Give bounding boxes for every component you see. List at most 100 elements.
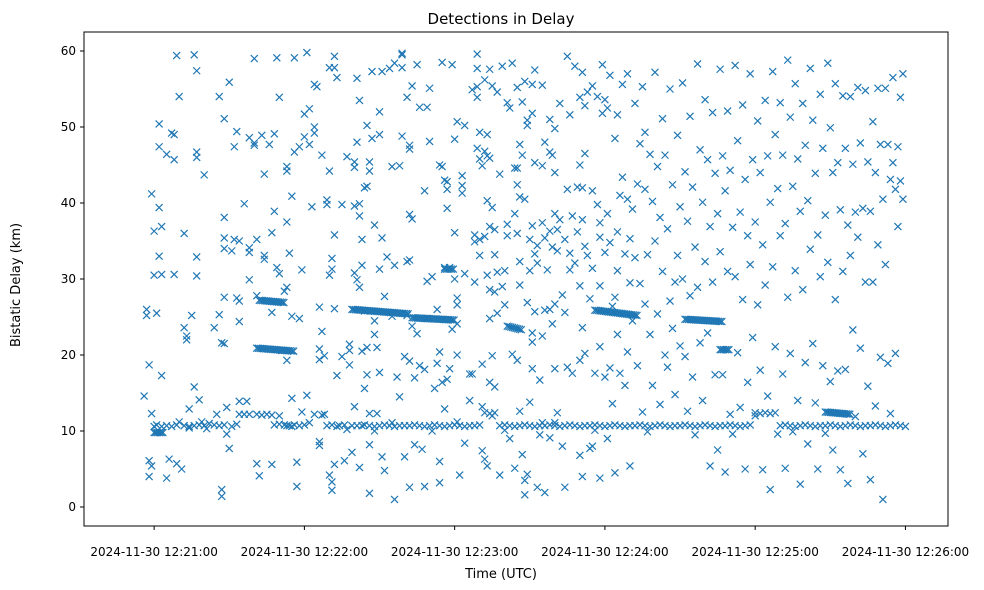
data-point <box>473 144 482 153</box>
data-point <box>626 462 634 470</box>
data-point <box>485 154 494 163</box>
data-point <box>190 382 199 391</box>
data-point <box>633 311 641 320</box>
data-point <box>816 90 825 99</box>
data-point <box>698 198 707 207</box>
data-point <box>736 403 745 412</box>
data-point <box>503 98 512 107</box>
data-point <box>578 183 587 192</box>
data-point <box>260 170 269 179</box>
data-point <box>433 359 442 368</box>
data-point <box>480 232 489 241</box>
data-point <box>578 215 587 224</box>
data-point <box>808 339 817 348</box>
data-point <box>287 312 296 321</box>
data-point <box>668 180 677 189</box>
data-point <box>513 164 522 172</box>
data-point <box>610 468 619 477</box>
data-point <box>856 344 865 353</box>
data-point <box>475 420 484 429</box>
data-point <box>435 478 444 487</box>
data-point <box>286 346 295 355</box>
data-point <box>841 365 850 374</box>
data-point <box>518 151 527 160</box>
data-point <box>438 378 447 387</box>
data-point <box>278 298 287 307</box>
data-point <box>605 238 614 247</box>
data-point <box>673 251 682 260</box>
data-point <box>721 468 730 476</box>
data-point <box>523 298 532 307</box>
data-point <box>588 82 597 90</box>
data-point <box>853 233 862 242</box>
data-point <box>358 347 366 356</box>
data-point <box>240 199 249 208</box>
data-point <box>428 427 437 435</box>
data-point <box>170 270 179 279</box>
data-point <box>733 348 742 357</box>
data-point <box>368 67 376 76</box>
data-point <box>583 251 592 260</box>
data-point <box>282 356 291 365</box>
data-point <box>563 52 572 61</box>
data-point <box>478 402 487 411</box>
data-point <box>473 93 482 102</box>
data-point <box>513 180 522 189</box>
data-point <box>398 50 406 59</box>
data-point <box>413 60 422 69</box>
data-point <box>328 477 336 486</box>
data-point <box>811 398 820 407</box>
data-point <box>510 164 519 172</box>
data-point <box>155 120 164 128</box>
data-point <box>580 101 589 110</box>
data-point <box>325 167 334 176</box>
data-point <box>320 410 329 419</box>
data-point <box>142 311 151 320</box>
data-point <box>686 112 694 121</box>
data-point <box>618 80 627 89</box>
data-point <box>838 91 847 100</box>
data-point <box>575 281 584 290</box>
data-point <box>776 98 785 107</box>
data-point <box>621 381 629 390</box>
data-point <box>708 108 717 117</box>
data-point <box>743 378 752 387</box>
data-point <box>488 351 497 360</box>
data-point <box>595 342 604 351</box>
data-point <box>405 145 414 153</box>
data-point <box>595 233 604 242</box>
data-point <box>508 350 517 359</box>
data-point <box>220 420 229 429</box>
data-point <box>728 430 737 438</box>
data-point <box>363 182 371 191</box>
data-point <box>360 306 369 315</box>
data-point <box>415 361 424 370</box>
data-point <box>498 282 507 291</box>
data-point <box>528 109 537 118</box>
data-point <box>796 207 805 216</box>
data-point <box>628 316 637 325</box>
data-point <box>535 430 544 439</box>
data-point <box>225 78 234 87</box>
data-point <box>370 427 379 435</box>
data-point <box>152 420 161 429</box>
data-point <box>595 474 604 483</box>
data-point <box>868 117 877 126</box>
data-point <box>373 343 381 352</box>
data-point <box>400 452 409 461</box>
data-point <box>180 323 189 332</box>
data-point <box>408 82 416 90</box>
data-point <box>360 384 369 393</box>
y-tick-label: 20 <box>61 348 76 362</box>
data-point <box>530 307 539 316</box>
data-point <box>350 163 359 172</box>
data-point <box>503 220 512 229</box>
data-point <box>633 361 642 370</box>
data-point <box>748 333 757 342</box>
data-point <box>838 267 847 276</box>
data-point <box>600 248 609 257</box>
data-point <box>653 310 662 318</box>
data-point <box>330 230 339 239</box>
data-point <box>517 325 526 334</box>
